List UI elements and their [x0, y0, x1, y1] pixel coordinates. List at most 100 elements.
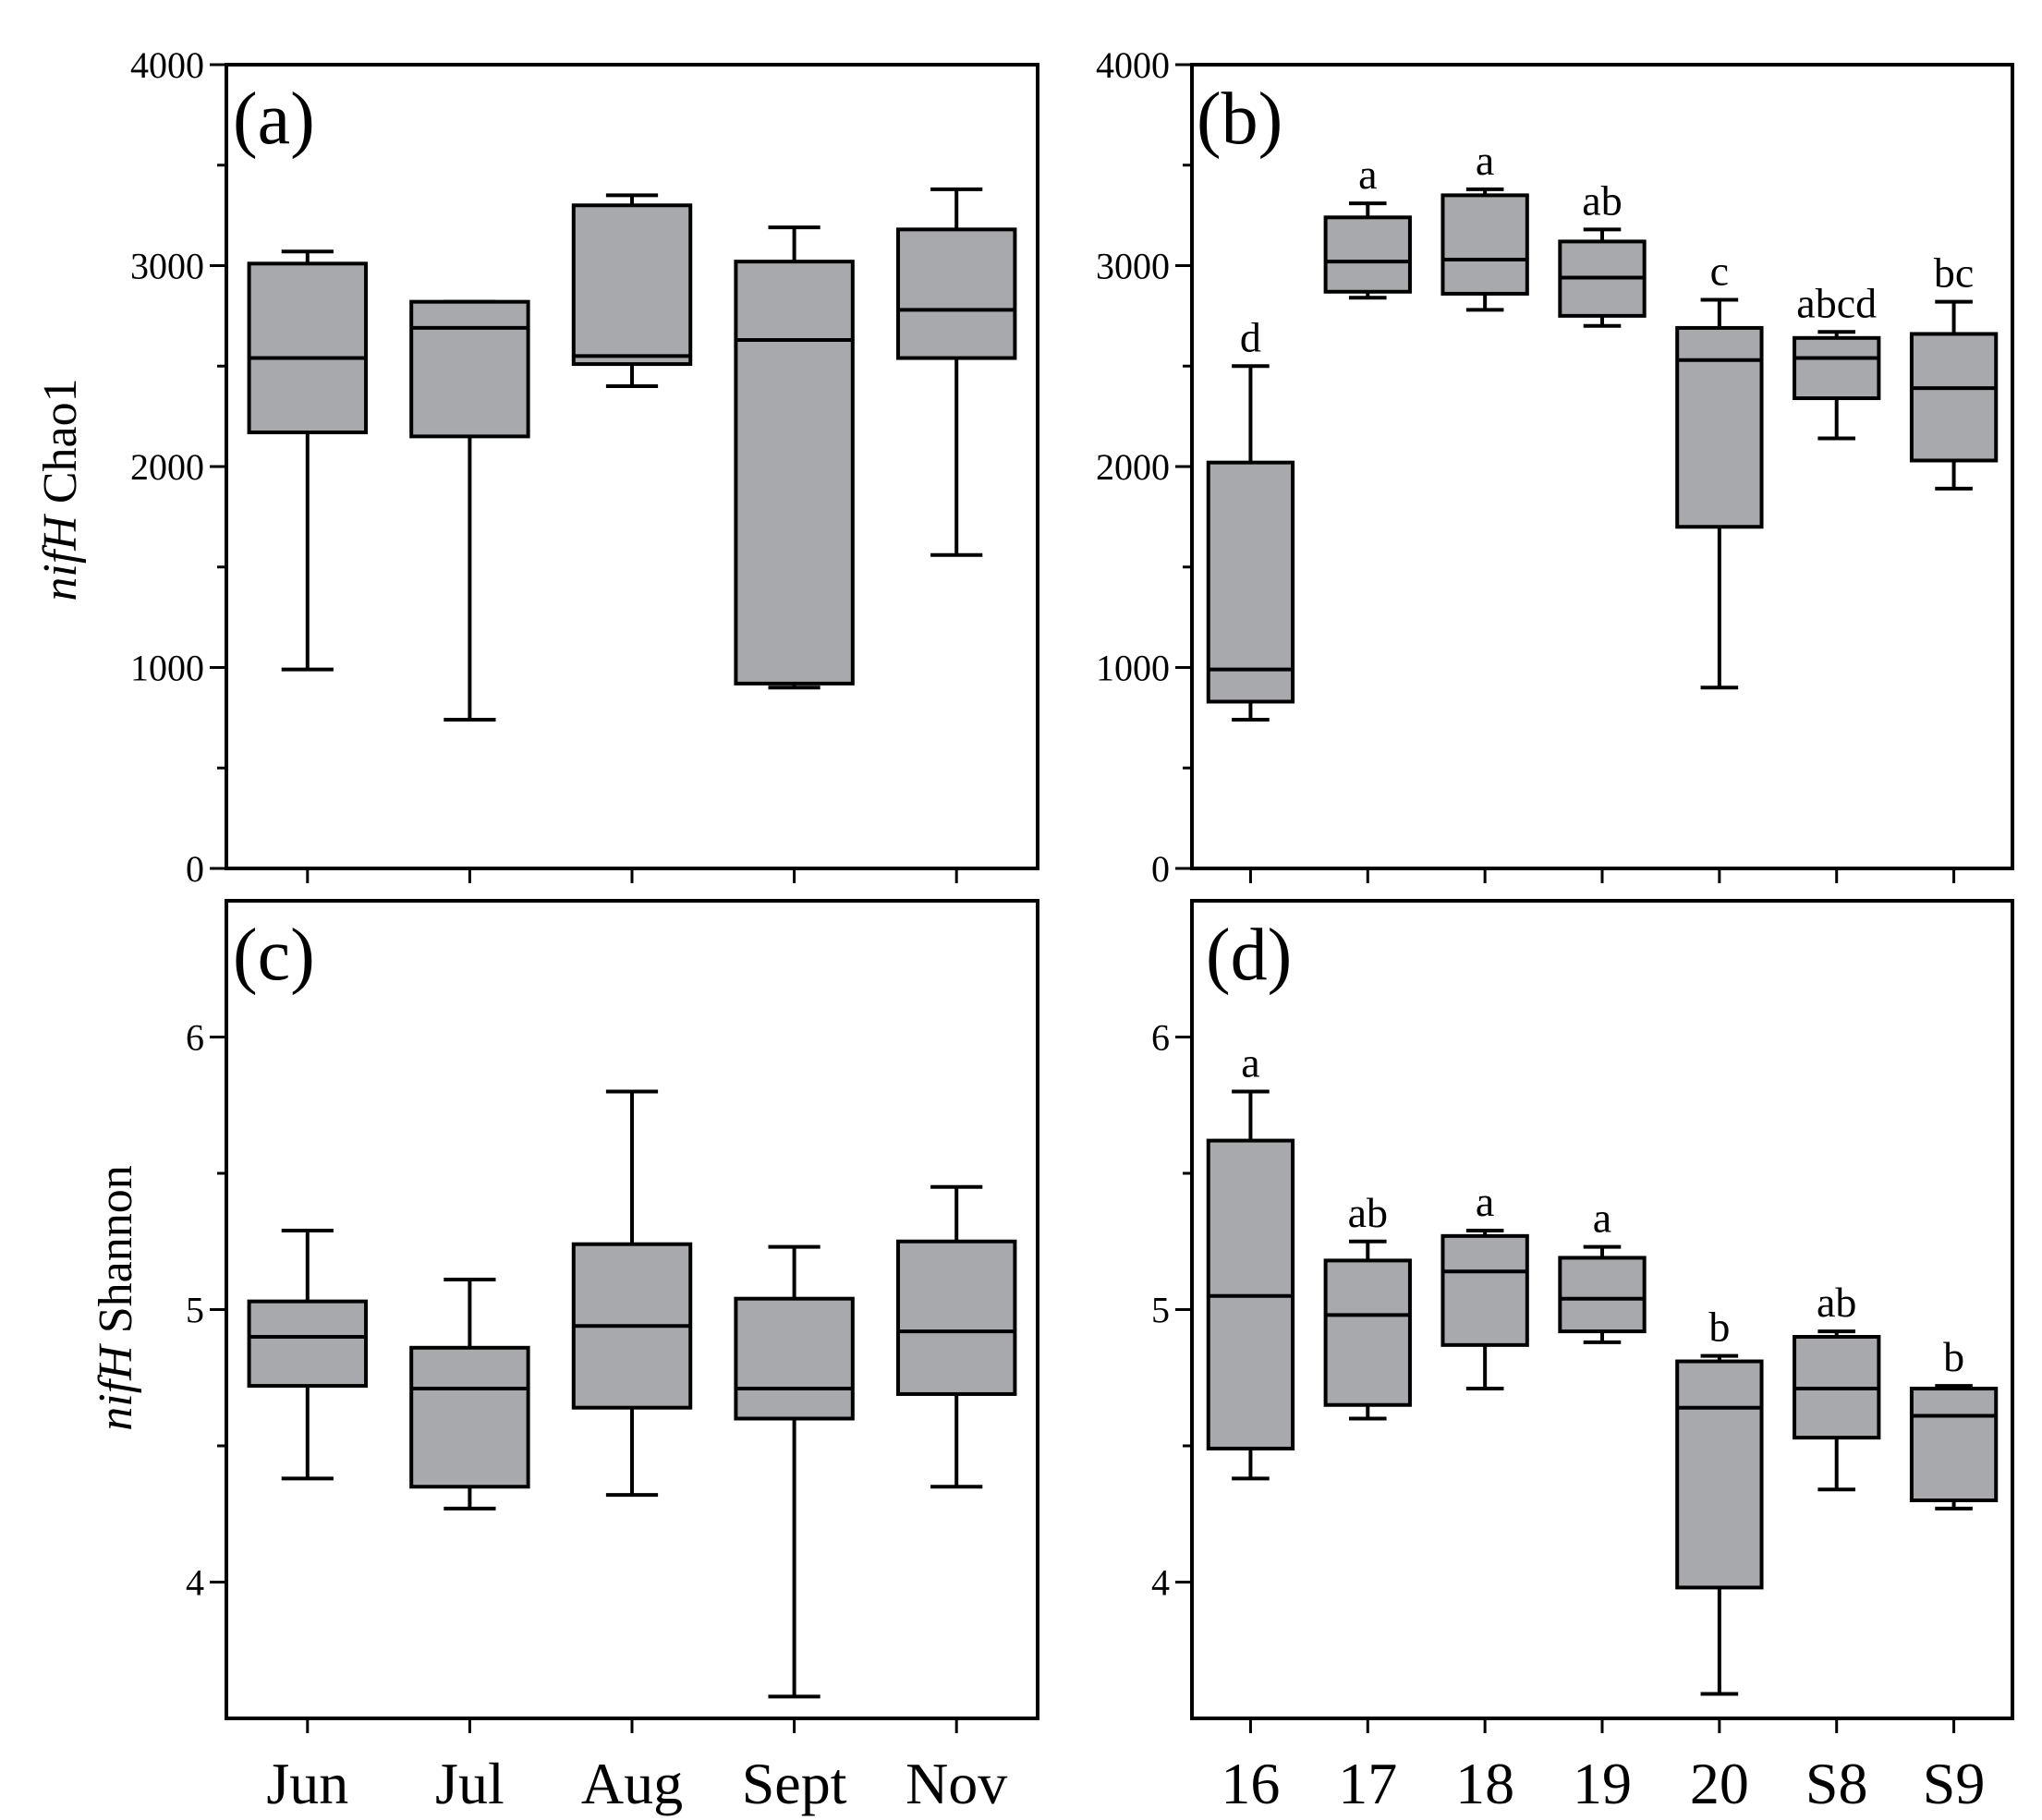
box-Sept [734, 1244, 855, 1699]
significance-letter: c [1710, 247, 1729, 294]
box-S9: bc [1909, 249, 1999, 491]
panel-c-shannon-by-month: (c) 4 5 6 Jun Jul Aug Sept Nov [186, 899, 1039, 1816]
significance-letter: b [1943, 1333, 1964, 1380]
significance-letter: b [1708, 1304, 1730, 1351]
interquartile-box [571, 203, 693, 367]
y-axis-label-chao1: nifH Chao1 [34, 378, 87, 601]
y-tick-label: 4000 [1096, 44, 1170, 86]
panel-label: (b) [1197, 79, 1282, 160]
x-tick-label: Jul [435, 1751, 504, 1816]
box-Nov [895, 187, 1017, 557]
panel-label: (d) [1206, 915, 1292, 996]
y-axis-label-metric: Chao1 [34, 378, 87, 504]
box-19: a [1558, 1195, 1647, 1344]
interquartile-box [895, 1239, 1017, 1396]
panel-label: (a) [233, 79, 315, 160]
x-tick-label: 18 [1455, 1751, 1514, 1816]
interquartile-box [1558, 1256, 1647, 1334]
panel-a-chao1-by-month: (a) 0 1000 2000 3000 4000 [130, 44, 1039, 890]
y-axis-label-gene: nifH [90, 1343, 142, 1431]
box-17: ab [1323, 1189, 1412, 1421]
y-tick-label: 1000 [130, 648, 204, 689]
interquartile-box [1793, 335, 1881, 401]
significance-letter: a [1476, 137, 1494, 184]
x-tick-label: 20 [1690, 1751, 1749, 1816]
x-tick-label: S8 [1805, 1751, 1868, 1816]
significance-letter: d [1240, 313, 1261, 360]
box-18: a [1440, 1178, 1529, 1391]
interquartile-box [1909, 1387, 1999, 1503]
interquartile-box [1675, 1359, 1764, 1590]
significance-letter: ab [1582, 176, 1622, 224]
x-tick-label: 17 [1338, 1751, 1397, 1816]
interquartile-box [1323, 1258, 1412, 1407]
y-tick-label: 4 [186, 1562, 204, 1604]
interquartile-box [247, 1299, 369, 1389]
panel-label: (c) [233, 915, 315, 996]
y-tick-label: 6 [186, 1017, 204, 1059]
interquartile-box [409, 299, 530, 439]
significance-letter: ab [1817, 1279, 1856, 1326]
box-19: ab [1558, 176, 1647, 328]
y-axis-label-shannon: nifH Shannon [90, 1165, 142, 1430]
box-Jul [409, 1278, 530, 1511]
interquartile-box [1206, 460, 1295, 704]
significance-letter: a [1241, 1039, 1259, 1086]
y-tick-label: 2000 [1096, 446, 1170, 488]
y-tick-label: 3000 [1096, 246, 1170, 287]
interquartile-box [1440, 1233, 1529, 1347]
x-tick-label: 16 [1221, 1751, 1280, 1816]
interquartile-box [1909, 332, 1999, 463]
significance-letter: ab [1348, 1189, 1388, 1236]
box-16: d [1206, 313, 1295, 722]
y-tick-label: 6 [1151, 1017, 1170, 1059]
interquartile-box [1675, 325, 1764, 529]
y-tick-label: 4 [1151, 1562, 1170, 1604]
interquartile-box [895, 227, 1017, 360]
box-18: a [1440, 137, 1529, 312]
y-tick-label: 5 [186, 1290, 204, 1331]
plot-frame [225, 63, 1039, 870]
box-Aug [571, 1089, 693, 1498]
y-tick-label: 1000 [1096, 648, 1170, 689]
box-17: a [1323, 151, 1412, 300]
box-16: a [1206, 1039, 1295, 1481]
y-axis-label-gene: nifH [34, 514, 87, 601]
significance-letter: a [1358, 151, 1377, 198]
interquartile-box [734, 1296, 855, 1421]
box-S8: abcd [1793, 279, 1881, 441]
box-S8: ab [1793, 1279, 1881, 1492]
x-tick-label: Sept [742, 1751, 847, 1816]
box-Jun [247, 249, 369, 672]
box-S9: b [1909, 1333, 1999, 1511]
significance-letter: a [1476, 1178, 1494, 1225]
x-tick-label: 19 [1573, 1751, 1632, 1816]
box-20: b [1675, 1304, 1764, 1696]
y-tick-label: 3000 [130, 246, 204, 287]
significance-letter: abcd [1796, 279, 1877, 326]
interquartile-box [1440, 193, 1529, 296]
y-tick-label: 5 [1151, 1290, 1170, 1331]
panel-b-chao1-by-site: (b) 0 1000 2000 3000 4000 d a a ab c abcd bc [1096, 44, 2014, 890]
box-Sept [734, 225, 855, 690]
significance-letter: a [1593, 1195, 1611, 1242]
x-tick-label: S9 [1923, 1751, 1986, 1816]
box-Jul [409, 299, 530, 722]
y-tick-label: 2000 [130, 446, 204, 488]
box-Nov [895, 1184, 1017, 1489]
y-tick-label: 0 [186, 848, 204, 890]
y-axis-label-metric: Shannon [90, 1165, 142, 1333]
interquartile-box [247, 261, 369, 435]
interquartile-box [1323, 215, 1412, 294]
box-20: c [1675, 247, 1764, 690]
y-tick-label: 4000 [130, 44, 204, 86]
y-tick-label: 0 [1151, 848, 1170, 890]
x-tick-label: Aug [581, 1751, 683, 1816]
x-tick-label: Nov [906, 1751, 1007, 1816]
box-Jun [247, 1228, 369, 1481]
x-tick-label: Jun [266, 1751, 348, 1816]
interquartile-box [734, 260, 855, 686]
interquartile-box [409, 1345, 530, 1489]
box-Aug [571, 193, 693, 388]
